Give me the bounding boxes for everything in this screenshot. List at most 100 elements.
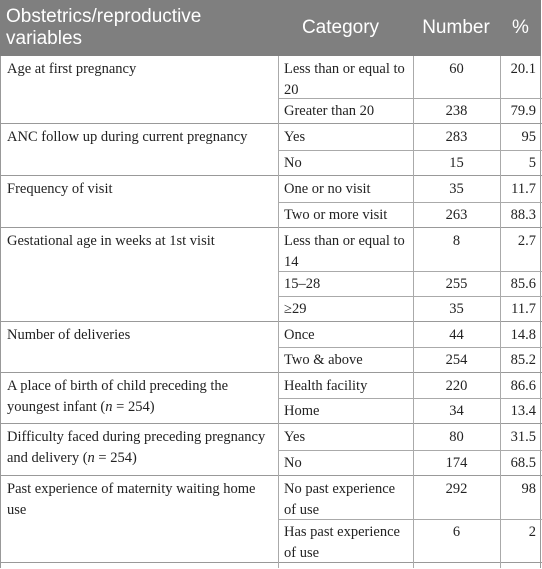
category-cell: Yes <box>284 129 306 145</box>
variable-label-suffix: = 254) <box>112 399 155 415</box>
category-cell: Health facility <box>284 378 368 394</box>
row-divider <box>278 347 542 348</box>
variable-cell: Age at first pregnancy <box>1 56 278 124</box>
column-divider <box>413 56 414 568</box>
category-cell: Yes <box>284 429 306 445</box>
row-divider <box>278 296 542 297</box>
percent-cell: 95 <box>521 129 537 145</box>
variable-label: Number of deliveries <box>7 327 131 343</box>
header-category: Category <box>301 17 380 38</box>
column-divider <box>500 56 501 568</box>
category-cell: Less than or equal to 20 <box>284 61 405 98</box>
table-row: Has past experience of use 6 2 <box>1 519 542 563</box>
percent-cell: 79.9 <box>510 103 536 119</box>
variable-label: Past experience of maternity waiting hom… <box>7 481 256 518</box>
variable-cell: A place of birth of child preceding the … <box>1 373 278 424</box>
table-row: Two & above 254 85.2 <box>1 347 542 373</box>
variable-cell: Gestational age in weeks at 1st visit <box>1 228 278 322</box>
number-cell: 35 <box>449 181 464 197</box>
table-header: Obstetrics/reproductive variables Catego… <box>0 0 541 56</box>
table-row: One or no visit 35 11.7 <box>1 176 542 202</box>
variable-label: Age at first pregnancy <box>7 61 137 77</box>
table-body: Age at first pregnancy Less than or equal… <box>0 56 542 568</box>
table-row: No 15 5 <box>1 150 542 176</box>
variable-label-n: n <box>105 399 113 415</box>
percent-cell: 88.3 <box>510 207 536 223</box>
number-cell: 292 <box>445 481 468 497</box>
row-divider <box>278 398 542 399</box>
percent-cell: 31.5 <box>510 429 536 445</box>
header-percent: % <box>512 17 529 38</box>
category-cell: No past experience of use <box>284 481 396 518</box>
table-row: Less than or equal to 14 8 2.7 <box>1 228 542 271</box>
table-row: 15–28 255 85.6 <box>1 271 542 296</box>
variable-label: Frequency of visit <box>7 181 113 197</box>
percent-cell: 2.7 <box>517 233 536 249</box>
number-cell: 238 <box>445 103 468 119</box>
row-divider <box>278 271 542 272</box>
table-row: Home 34 13.4 <box>1 398 542 424</box>
category-cell: Home <box>284 403 320 419</box>
table-row: Yes 283 95 <box>1 124 542 150</box>
category-cell: Once <box>284 327 315 343</box>
variable-cell: ANC follow up during current pregnancy <box>1 124 278 176</box>
number-cell: 44 <box>449 327 464 343</box>
category-cell: One or no visit <box>284 181 371 197</box>
number-cell: 80 <box>449 429 464 445</box>
number-cell: 255 <box>445 276 468 292</box>
variable-label-n: n <box>87 450 95 466</box>
percent-cell: 85.2 <box>510 352 536 368</box>
percent-cell: 98 <box>521 481 537 497</box>
number-cell: 263 <box>445 207 468 223</box>
percent-cell: 5 <box>528 155 536 171</box>
category-cell: No <box>284 455 302 471</box>
variable-label: ANC follow up during current pregnancy <box>7 129 248 145</box>
group-divider <box>1 475 542 476</box>
category-cell: No <box>284 155 302 171</box>
number-cell: 60 <box>449 61 464 77</box>
group-divider <box>1 562 542 563</box>
percent-cell: 11.7 <box>511 301 536 317</box>
table-row: Once 44 14.8 <box>1 322 542 347</box>
number-cell: 15 <box>449 155 464 171</box>
percent-cell: 20.1 <box>510 61 536 77</box>
table-row: ≥29 35 11.7 <box>1 296 542 322</box>
group-divider <box>1 227 542 228</box>
group-divider <box>1 123 542 124</box>
group-divider <box>1 423 542 424</box>
table-row: No past experience of use 292 98 <box>1 476 542 519</box>
percent-cell: 13.4 <box>510 403 536 419</box>
variable-label-prefix: A place of birth of child preceding the … <box>7 378 229 415</box>
row-divider <box>278 519 542 520</box>
percent-cell: 11.7 <box>511 181 536 197</box>
table-row: Yes 80 31.5 <box>1 424 542 450</box>
variable-label-prefix: Difficulty faced during preceding pregna… <box>7 429 266 466</box>
category-cell: Has past experience of use <box>284 524 400 561</box>
category-cell: Two or more visit <box>284 207 388 223</box>
category-cell: Two & above <box>284 352 363 368</box>
row-divider <box>278 450 542 451</box>
column-divider <box>278 56 279 568</box>
number-cell: 35 <box>449 301 464 317</box>
number-cell: 283 <box>445 129 468 145</box>
variable-label: Gestational age in weeks at 1st visit <box>7 233 215 249</box>
number-cell: 220 <box>445 378 468 394</box>
percent-cell: 86.6 <box>510 378 536 394</box>
header-number: Number <box>422 17 490 38</box>
category-cell: Greater than 20 <box>284 103 375 119</box>
percent-cell: 14.8 <box>510 327 536 343</box>
variable-cell: Frequency of visit <box>1 176 278 228</box>
group-divider <box>1 372 542 373</box>
table-row: Health facility 220 86.6 <box>1 373 542 398</box>
category-cell: 15–28 <box>284 276 321 292</box>
variable-cell: Past experience of maternity waiting hom… <box>1 476 278 563</box>
table-row: Two or more visit 263 88.3 <box>1 202 542 228</box>
variable-label-suffix: = 254) <box>94 450 137 466</box>
row-divider <box>278 202 542 203</box>
number-cell: 174 <box>445 455 468 471</box>
number-cell: 254 <box>445 352 468 368</box>
variable-cell: Number of deliveries <box>1 322 278 373</box>
group-divider <box>1 321 542 322</box>
row-divider <box>278 150 542 151</box>
number-cell: 8 <box>452 233 461 249</box>
